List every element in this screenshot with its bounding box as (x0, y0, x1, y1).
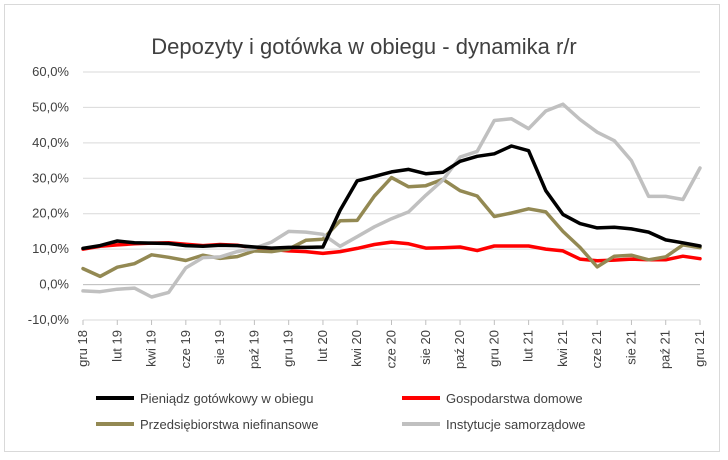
legend-label: Przedsiębiorstwa niefinansowe (140, 417, 318, 432)
y-tick-label: -10,0% (28, 312, 70, 327)
x-tick-label: cze 20 (384, 330, 399, 368)
series-line-0 (81, 144, 702, 251)
x-tick-label: paź 21 (658, 330, 673, 369)
x-tick-label: gru 18 (75, 330, 90, 367)
series-line-3 (81, 102, 702, 299)
x-tick-label: cze 21 (589, 330, 604, 368)
x-axis: gru 18 lut 19 kwi 19 cze 19 sie 19 paź 19 gru … (75, 284, 707, 369)
x-tick-label: cze 19 (178, 330, 193, 368)
legend-label: Gospodarstwa domowe (446, 391, 583, 406)
series-line-2 (81, 175, 702, 279)
legend-label: Instytucje samorządowe (446, 417, 585, 432)
y-tick-label: 0,0% (39, 277, 69, 292)
y-tick-label: 40,0% (32, 135, 69, 150)
x-tick-label: sie 20 (418, 330, 433, 365)
x-tick-label: gru 21 (692, 330, 707, 367)
x-tick-label: lut 19 (109, 330, 124, 362)
x-tick-label: gru 20 (486, 330, 501, 367)
x-tick-label: lut 20 (315, 330, 330, 362)
x-tick-label: lut 21 (521, 330, 536, 362)
x-tick-label: gru 19 (281, 330, 296, 367)
y-tick-label: 20,0% (32, 206, 69, 221)
x-tick-label: sie 19 (212, 330, 227, 365)
series-lines (81, 102, 702, 299)
x-tick-label: kwi 21 (555, 330, 570, 367)
x-tick-label: kwi 19 (144, 330, 159, 367)
x-tick-label: paź 19 (246, 330, 261, 369)
x-tick-label: kwi 20 (349, 330, 364, 367)
y-tick-label: 60,0% (32, 64, 69, 79)
x-tick-label: sie 21 (623, 330, 638, 365)
legend: Pieniądz gotówkowy w obiegu Gospodarstwa … (96, 391, 585, 432)
legend-label: Pieniądz gotówkowy w obiegu (140, 391, 313, 406)
y-axis: -10,0% 0,0% 10,0% 20,0% 30,0% 40,0% 50,0% 60,0% (28, 64, 70, 327)
y-tick-label: 30,0% (32, 170, 69, 185)
chart-title: Depozyty i gotówka w obiegu - dynamika r… (151, 34, 577, 59)
x-tick-label: paź 20 (452, 330, 467, 369)
y-tick-label: 10,0% (32, 241, 69, 256)
y-tick-label: 50,0% (32, 99, 69, 114)
